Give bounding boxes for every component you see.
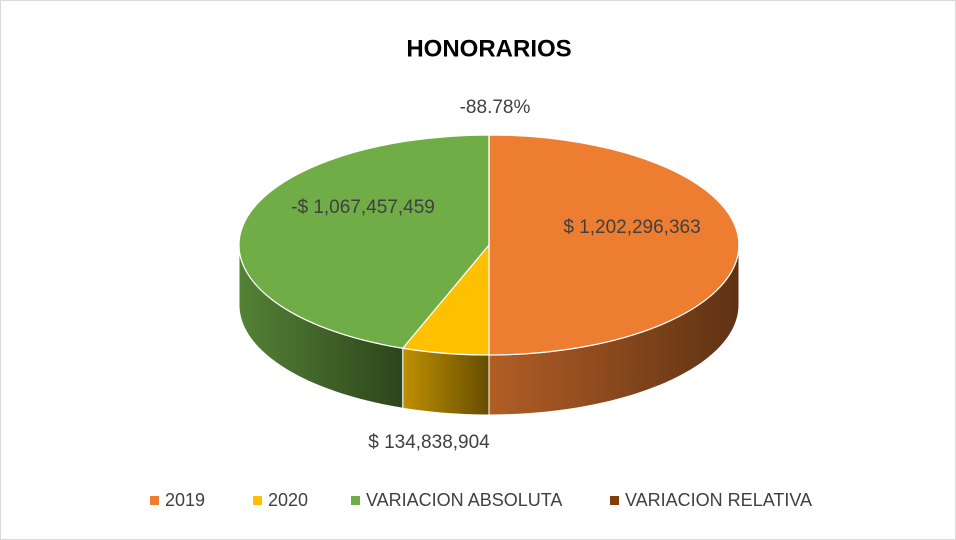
- legend-marker: [150, 496, 159, 505]
- legend-label: 2019: [165, 490, 205, 510]
- data-label: -88.78%: [460, 97, 531, 118]
- slice: [488, 134, 740, 356]
- legend-marker: [351, 496, 360, 505]
- legend-marker: [610, 496, 619, 505]
- data-label: $ 134,838,904: [368, 432, 490, 453]
- chart-title: HONORARIOS: [406, 35, 571, 62]
- legend-label: 2020: [268, 490, 308, 510]
- legend-marker: [253, 496, 262, 505]
- legend-label: VARIACION ABSOLUTA: [366, 490, 562, 510]
- slice-side: [402, 347, 490, 416]
- data-label: $ 1,202,296,363: [563, 217, 700, 238]
- slice: [238, 134, 490, 349]
- legend-label: VARIACION RELATIVA: [625, 490, 812, 510]
- data-label: -$ 1,067,457,459: [291, 197, 435, 218]
